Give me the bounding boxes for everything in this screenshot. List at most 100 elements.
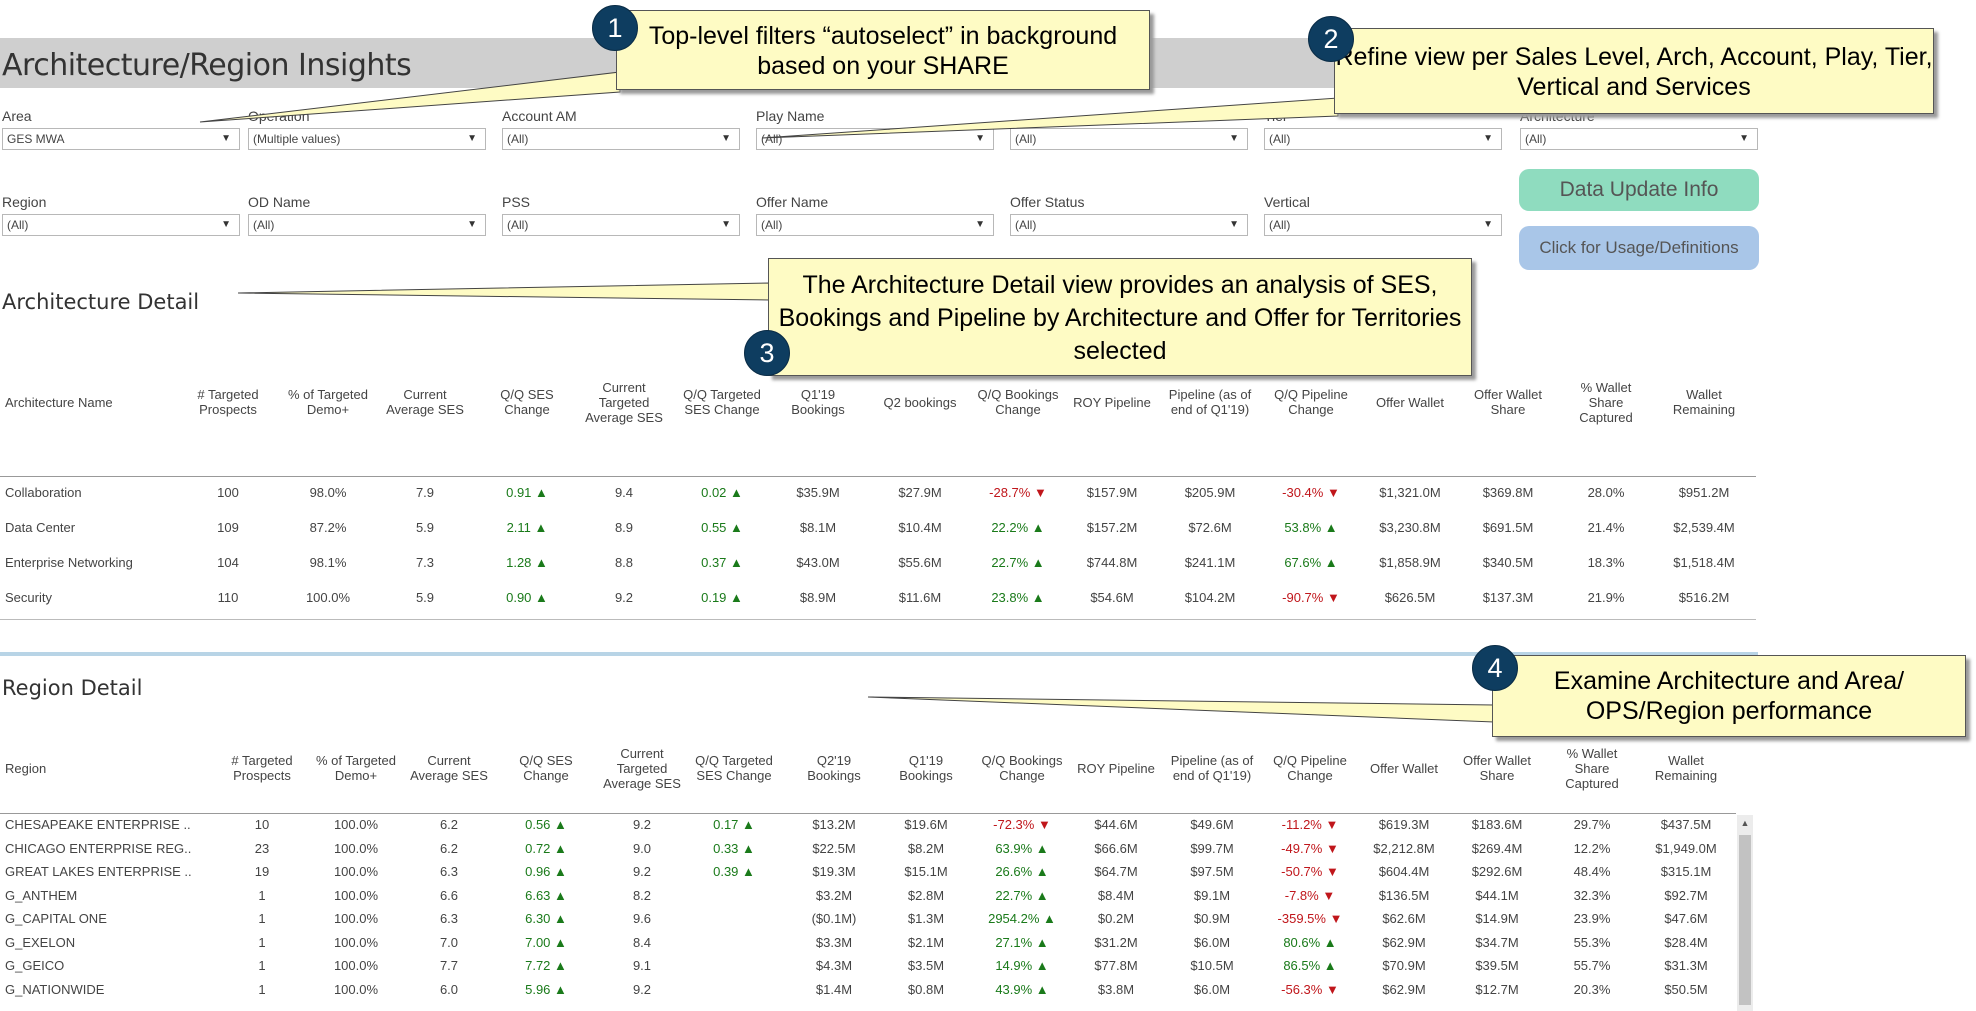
filter-dropdown[interactable]: (All) ▼ [1264,128,1502,150]
filter-account-am[interactable]: Account AM (All) ▼ [502,108,740,150]
column-header[interactable]: Q1'19 Bookings [899,753,953,783]
chevron-down-icon[interactable]: ▼ [467,133,477,144]
column-header[interactable]: Current Targeted Average SES [585,379,663,425]
column-header[interactable]: Q2 bookings [883,394,957,410]
chevron-down-icon[interactable]: ▼ [1483,133,1493,144]
data-update-info-button[interactable]: Data Update Info [1519,169,1759,211]
column-header[interactable]: Wallet Remaining [1654,753,1718,783]
column-header[interactable]: Q/Q Targeted SES Change [683,387,761,417]
chevron-down-icon[interactable]: ▼ [721,219,731,230]
column-header[interactable]: % Wallet Share Captured [1579,379,1633,425]
filter-od-name[interactable]: OD Name (All) ▼ [248,194,486,236]
column-header[interactable]: Current Average SES [386,387,464,417]
column-header[interactable]: Q1'19 Bookings [791,387,845,417]
filter-dropdown[interactable]: (Multiple values) ▼ [248,128,486,150]
row-label: G_GEICO [5,958,65,973]
column-header[interactable]: Q/Q SES Change [500,387,554,417]
table-cell: 1 [258,911,266,926]
table-cell: 14.9% ▲ [995,958,1049,973]
column-header[interactable]: Pipeline (as of end of Q1'19) [1170,753,1254,783]
filter-play-name[interactable]: Play Name (All) ▼ [756,108,994,150]
chevron-down-icon[interactable]: ▼ [221,133,231,144]
table-cell: 9.4 [614,485,634,500]
section-divider [0,652,1758,656]
column-header[interactable]: Offer Wallet [1376,394,1444,410]
column-header[interactable]: Q/Q Bookings Change [977,387,1059,417]
scroll-up-icon[interactable]: ▲ [1740,818,1750,828]
filter-region[interactable]: Region (All) ▼ [2,194,240,236]
column-header[interactable]: % of Targeted Demo+ [288,387,368,417]
filter-dropdown[interactable]: (All) ▼ [502,128,740,150]
column-header[interactable]: Region [5,760,47,776]
callout-badge-3: 3 [744,330,790,376]
column-header[interactable]: Q/Q Targeted SES Change [695,753,773,783]
row-label: Collaboration [5,485,82,500]
table-cell: $28.4M [1664,934,1708,950]
filter-value: (All) [507,132,529,146]
column-header[interactable]: Q2'19 Bookings [807,753,861,783]
column-header[interactable]: % of Targeted Demo+ [316,753,396,783]
filter-dropdown[interactable]: (All) ▼ [502,214,740,236]
chevron-down-icon[interactable]: ▼ [467,219,477,230]
column-header[interactable]: Architecture Name [5,394,113,410]
column-header[interactable]: Pipeline (as of end of Q1'19) [1168,387,1252,417]
filter-dropdown[interactable]: (All) ▼ [756,214,994,236]
filter-dropdown[interactable]: (All) ▼ [1264,214,1502,236]
chevron-down-icon[interactable]: ▼ [975,133,985,144]
filter-dropdown[interactable]: (All) ▼ [1520,128,1758,150]
table-cell: 55.7% [1573,958,1611,973]
filter-hidden-label[interactable]: (All) ▼ [1010,108,1248,150]
column-header[interactable]: Current Average SES [410,753,488,783]
table-cell: 26.6% ▲ [995,864,1049,879]
table-cell: 6.63 ▲ [525,887,567,903]
chevron-down-icon[interactable]: ▼ [1229,133,1239,144]
filter-dropdown[interactable]: (All) ▼ [2,214,240,236]
column-header[interactable]: Q/Q Bookings Change [981,753,1063,783]
table-cell: $22.5M [812,840,856,856]
chevron-down-icon[interactable]: ▼ [1483,219,1493,230]
table-cell: 100.0% [333,864,379,879]
column-header[interactable]: ROY Pipeline [1077,760,1155,776]
table-cell: $47.6M [1664,911,1708,926]
table-cell: $54.6M [1090,590,1134,605]
column-header[interactable]: Offer Wallet Share [1463,753,1531,783]
filter-dropdown[interactable]: (All) ▼ [1010,128,1248,150]
usage-definitions-button[interactable]: Click for Usage/Definitions [1519,226,1759,270]
table-cell: $1,518.4M [1673,555,1735,570]
table-cell: $12.7M [1475,981,1519,997]
table-cell: 21.9% [1587,590,1625,605]
table-cell: $8.2M [907,840,945,856]
table-cell: $14.9M [1475,911,1519,926]
chevron-down-icon[interactable]: ▼ [221,219,231,230]
column-header[interactable]: % Wallet Share Captured [1565,745,1619,791]
filter-dropdown[interactable]: GES MWA ▼ [2,128,240,150]
column-header[interactable]: # Targeted Prospects [197,387,259,417]
column-header[interactable]: Q/Q Pipeline Change [1274,387,1348,417]
table-cell: $31.3M [1664,958,1708,973]
filter-dropdown[interactable]: (All) ▼ [248,214,486,236]
filter-label: Account AM [502,108,577,124]
column-header[interactable]: # Targeted Prospects [231,753,293,783]
filter-offer-name[interactable]: Offer Name (All) ▼ [756,194,994,236]
filter-offer-status[interactable]: Offer Status (All) ▼ [1010,194,1248,236]
filter-area[interactable]: Area GES MWA ▼ [2,108,240,150]
column-header[interactable]: Wallet Remaining [1672,387,1736,417]
filter-dropdown[interactable]: (All) ▼ [1010,214,1248,236]
column-header[interactable]: Q/Q Pipeline Change [1273,753,1347,783]
table-cell: 1 [258,934,266,950]
filter-vertical[interactable]: Vertical (All) ▼ [1264,194,1502,236]
column-header[interactable]: Offer Wallet Share [1474,387,1542,417]
scrollbar-thumb[interactable] [1739,835,1751,1005]
region-table-scrollbar[interactable]: ▲ [1737,815,1753,1011]
column-header[interactable]: Offer Wallet [1370,760,1438,776]
table-cell: 100.0% [333,934,379,950]
chevron-down-icon[interactable]: ▼ [1739,133,1749,144]
chevron-down-icon[interactable]: ▼ [1229,219,1239,230]
chevron-down-icon[interactable]: ▼ [975,219,985,230]
column-header[interactable]: Current Targeted Average SES [603,745,681,791]
column-header[interactable]: Q/Q SES Change [519,753,573,783]
chevron-down-icon[interactable]: ▼ [721,133,731,144]
filter-dropdown[interactable]: (All) ▼ [756,128,994,150]
filter-pss[interactable]: PSS (All) ▼ [502,194,740,236]
column-header[interactable]: ROY Pipeline [1073,394,1151,410]
